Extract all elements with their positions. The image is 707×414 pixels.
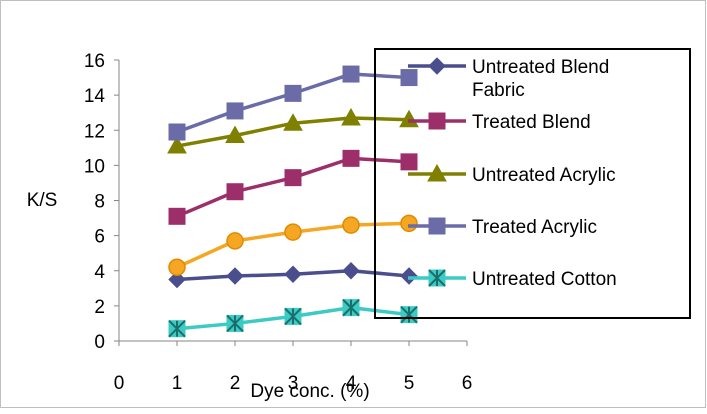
y-tick-label: 8 [94, 192, 105, 213]
data-point [284, 84, 302, 102]
data-point [284, 223, 302, 241]
data-point [226, 314, 244, 333]
legend-label: Treated Blend [472, 112, 591, 133]
data-point [342, 298, 360, 317]
y-axis-label: K/S [27, 190, 58, 211]
x-tick-label: 4 [346, 373, 357, 394]
legend-label: Untreated Cotton [472, 269, 617, 290]
data-point [342, 65, 360, 83]
y-tick-label: 0 [94, 332, 105, 353]
data-point [400, 267, 418, 285]
series-1 [168, 149, 418, 225]
data-point [168, 270, 186, 289]
data-point [226, 232, 244, 250]
y-tick-label: 12 [84, 121, 105, 142]
data-point [342, 149, 360, 167]
legend-item: Untreated Blend Fabric [408, 57, 609, 101]
data-point [400, 305, 418, 324]
data-point [226, 102, 244, 120]
data-point [168, 123, 186, 141]
legend-item: Untreated Acrylic [408, 163, 616, 186]
legend-swatch-marker [428, 112, 446, 130]
x-tick-label: 6 [462, 373, 473, 394]
legend-swatch-marker [427, 163, 447, 182]
legend-swatch-marker [428, 57, 446, 75]
x-tick-label: 5 [404, 373, 415, 394]
data-point [342, 216, 360, 234]
data-point [284, 265, 302, 283]
data-point [168, 319, 186, 338]
y-tick-label: 10 [84, 156, 105, 177]
legend-swatch-marker [428, 217, 446, 235]
x-axis-label: Dye conc. (%) [250, 381, 369, 402]
legend-item: Treated Blend [408, 112, 591, 133]
y-tick-label: 16 [84, 51, 105, 72]
data-point [168, 258, 186, 276]
series-3 [168, 65, 418, 141]
y-tick-labels: 0 2 4 6 8 10 12 14 16 [84, 51, 119, 353]
legend-box [374, 48, 691, 319]
x-tick-label: 2 [230, 373, 241, 394]
legend-label: Treated Acrylic [472, 217, 597, 238]
data-point [284, 307, 302, 326]
legend-item: Untreated Cotton [408, 269, 617, 290]
data-point [168, 207, 186, 225]
x-tick-labels: 0 1 2 3 4 5 6 [114, 341, 473, 394]
legend-label: Untreated Acrylic [472, 165, 616, 186]
y-tick-label: 2 [94, 297, 105, 318]
data-point [283, 113, 303, 131]
data-point [284, 169, 302, 187]
y-tick-label: 4 [94, 262, 105, 283]
data-point [341, 107, 361, 126]
x-tick-label: 0 [114, 373, 125, 394]
y-tick-label: 6 [94, 227, 105, 248]
legend: Untreated Blend Fabric Treated Blend Untrea… [374, 48, 691, 319]
data-point [400, 214, 418, 233]
data-point [400, 69, 418, 87]
legend-item: Treated Acrylic [408, 217, 597, 238]
y-tick-label: 14 [84, 86, 106, 107]
data-point [167, 136, 187, 154]
series-4 [168, 214, 418, 276]
data-point [400, 153, 418, 171]
x-tick-label: 3 [288, 373, 299, 394]
legend-label: Untreated Blend Fabric [472, 57, 609, 101]
x-tick-label: 1 [172, 373, 183, 394]
legend-swatch-marker [428, 269, 446, 287]
series-0 [168, 262, 418, 289]
data-point [225, 125, 245, 144]
data-point [342, 262, 360, 280]
data-point [226, 183, 244, 201]
data-point [226, 267, 244, 285]
